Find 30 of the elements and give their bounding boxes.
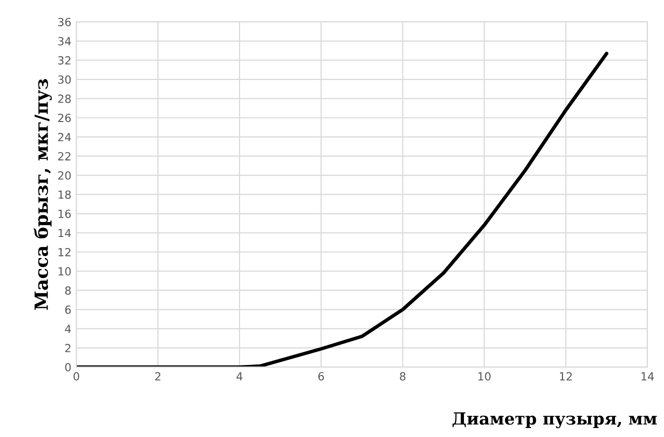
x-axis-title: Диаметр пузыря, мм: [452, 412, 657, 428]
line-series: [76, 52, 608, 368]
x-tick-label: 2: [155, 372, 160, 380]
y-tick-label: 34: [58, 37, 71, 46]
y-tick-label: 14: [58, 228, 71, 238]
y-tick-label: 28: [58, 94, 71, 103]
y-tick-label: 18: [58, 190, 71, 199]
x-tick-label: 0: [74, 372, 80, 381]
y-tick-label: 8: [65, 286, 71, 295]
y-tick-label: 4: [64, 324, 71, 333]
x-tick-label: 4: [236, 372, 242, 380]
y-tick-label: 16: [58, 210, 71, 218]
y-tick-label: 12: [58, 248, 70, 256]
x-tick-label: 6: [318, 372, 324, 381]
y-tick-label: 0: [65, 363, 71, 372]
y-tick-label: 30: [58, 75, 71, 84]
y-tick-label: 6: [65, 306, 71, 314]
y-tick-label: 36: [58, 18, 71, 26]
y-tick-label: 10: [58, 267, 71, 276]
x-tick-label: 14: [642, 372, 654, 380]
y-axis-title: Масса брызг, мкг/пуз: [34, 79, 52, 310]
x-tick-label: 8: [400, 372, 406, 381]
x-tick-label: 12: [560, 372, 572, 380]
y-tick-label: 20: [58, 171, 71, 180]
x-tick-label: 10: [478, 372, 491, 381]
y-tick-label: 24: [58, 132, 71, 142]
y-tick-label: 32: [58, 56, 70, 65]
y-tick-label: 2: [65, 344, 70, 352]
y-tick-label: 26: [58, 114, 71, 122]
y-tick-label: 22: [58, 152, 70, 160]
